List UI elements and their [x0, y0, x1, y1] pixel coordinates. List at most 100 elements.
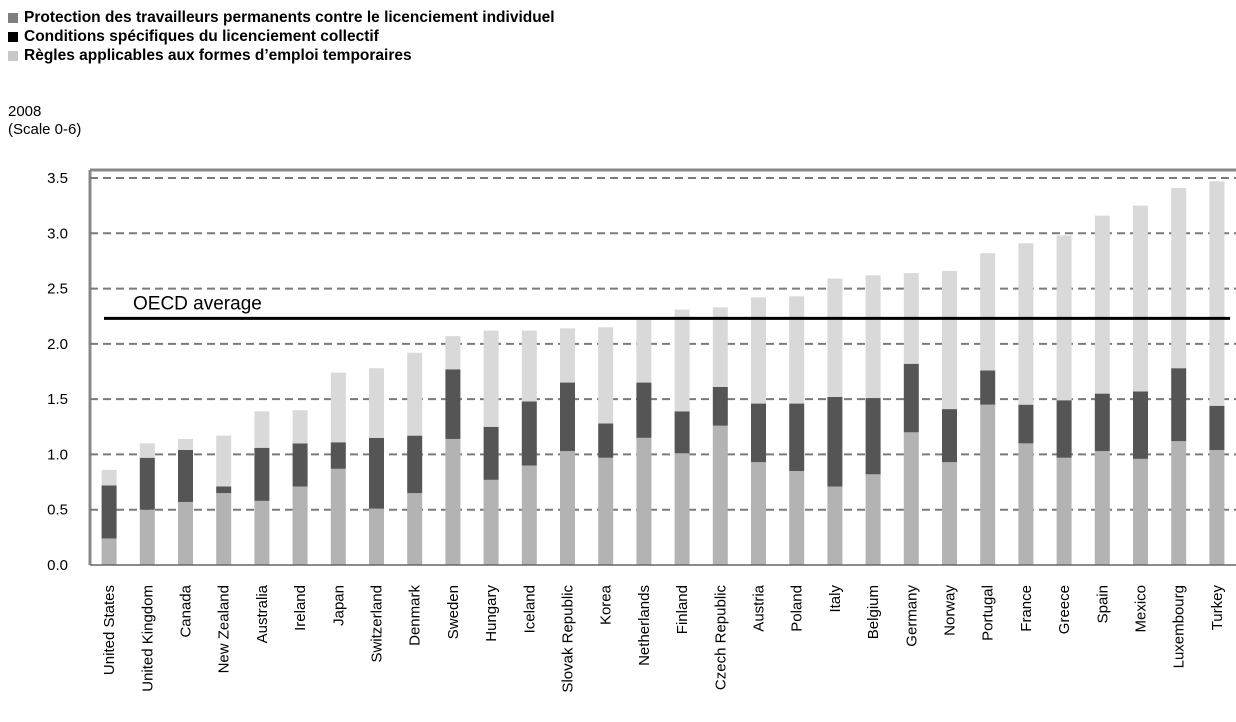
x-tick-label: Italy — [827, 585, 844, 613]
bar-segment — [1209, 450, 1225, 565]
bar-segment — [980, 253, 996, 371]
bar-segment — [980, 404, 996, 565]
bar-segment — [369, 508, 384, 565]
bar-segment — [674, 453, 690, 565]
bar-segment — [1171, 187, 1187, 369]
bar-segment — [1018, 243, 1034, 405]
legend-item-individual-dismissal: Protection des travailleurs permanents c… — [8, 8, 555, 27]
x-tick-label: Czech Republic — [712, 585, 729, 691]
bar-segment — [1133, 458, 1148, 565]
x-tick-label: Turkey — [1209, 585, 1226, 631]
y-tick-label: 0.0 — [47, 557, 68, 574]
bar-segment — [483, 426, 499, 480]
bar-segment — [751, 297, 766, 404]
bar-segment — [445, 438, 461, 565]
x-tick-label: Australia — [254, 584, 271, 643]
bar-segment — [1056, 457, 1072, 565]
bar-segment — [712, 386, 728, 426]
x-tick-label: Japan — [330, 585, 347, 626]
legend-swatch-collective — [8, 31, 18, 42]
legend-label-temporary: Règles applicables aux formes d’emploi t… — [24, 46, 412, 64]
bar-segment — [101, 485, 117, 539]
bar-segment — [101, 538, 117, 565]
bar-segment — [369, 368, 384, 438]
bar-segment — [1209, 405, 1225, 451]
bar-segment — [789, 296, 805, 404]
bar-segment — [865, 398, 881, 475]
bar-segment — [445, 336, 461, 370]
bar-segment — [751, 462, 766, 565]
bar-segment — [674, 309, 690, 412]
oecd-average-label: OECD average — [133, 293, 262, 314]
bar-segment — [1171, 441, 1187, 565]
bar-segment — [292, 486, 308, 565]
bar-segment — [521, 465, 537, 565]
bar-segment — [560, 382, 575, 452]
bar-segment — [1171, 368, 1187, 442]
bar-segment — [292, 443, 308, 487]
bar-segment — [598, 327, 614, 424]
bar-segment — [1209, 181, 1225, 406]
x-tick-label: Switzerland — [369, 585, 386, 663]
chart-scale-label: (Scale 0-6) — [8, 121, 82, 138]
bar-segment — [560, 328, 575, 383]
bar-segment — [521, 401, 537, 466]
bar-segment — [560, 451, 575, 565]
bar-segment — [483, 330, 499, 427]
x-tick-label: Slovak Republic — [560, 585, 577, 693]
bar-segment — [942, 462, 957, 565]
y-tick-label: 1.5 — [47, 391, 68, 408]
x-tick-label: Spain — [1094, 585, 1111, 623]
bar-segment — [216, 486, 232, 494]
x-tick-label: Iceland — [521, 585, 538, 633]
y-tick-label: 2.0 — [47, 336, 68, 353]
bar-segment — [216, 435, 232, 487]
x-tick-label: Mexico — [1133, 585, 1150, 633]
bar-segment — [178, 438, 193, 451]
bar-segment — [1133, 205, 1148, 392]
bar-segment — [636, 319, 652, 383]
x-tick-label: Hungary — [483, 585, 500, 642]
bar-segment — [216, 493, 232, 565]
bar-segment — [407, 435, 423, 494]
x-tick-label: Ireland — [292, 585, 309, 631]
x-tick-label: Denmark — [407, 585, 424, 646]
x-tick-label: Sweden — [445, 585, 462, 639]
x-tick-label: Germany — [903, 585, 920, 647]
chart-legend: Protection des travailleurs permanents c… — [8, 8, 555, 65]
legend-swatch-temporary — [8, 50, 18, 61]
legend-item-collective-dismissal: Conditions spécifiques du licenciement c… — [8, 27, 555, 46]
bar-segment — [178, 501, 193, 565]
bar-segment — [598, 457, 614, 565]
bar-segment — [751, 403, 766, 463]
y-tick-label: 0.5 — [47, 502, 68, 519]
bar-segment — [827, 278, 843, 397]
bar-segment — [865, 275, 881, 399]
bar-segment — [903, 363, 919, 433]
x-tick-label: Norway — [942, 585, 959, 636]
x-tick-label: Greece — [1056, 585, 1073, 634]
bar-segment — [712, 307, 728, 387]
x-tick-label: United States — [101, 585, 118, 675]
bar-segment — [139, 509, 155, 565]
y-tick-label: 1.0 — [47, 446, 68, 463]
bar-segment — [1094, 393, 1110, 452]
x-tick-label: New Zealand — [216, 585, 233, 673]
chart-year-label: 2008 — [8, 103, 42, 120]
y-tick-label: 3.5 — [47, 170, 68, 187]
x-tick-label: Belgium — [865, 585, 882, 639]
bar-segment — [1094, 215, 1110, 394]
bar-segment — [483, 479, 499, 565]
bar-segment — [292, 410, 308, 444]
bar-segment — [101, 469, 117, 486]
bar-segment — [330, 372, 346, 443]
bar-segment — [865, 474, 881, 565]
bar-segment — [178, 450, 193, 502]
bar-segment — [980, 370, 996, 405]
x-tick-label: Canada — [178, 584, 195, 637]
bar-segment — [254, 447, 270, 501]
bar-segment — [330, 442, 346, 469]
bar-segment — [636, 382, 652, 438]
y-tick-label: 2.5 — [47, 281, 68, 298]
